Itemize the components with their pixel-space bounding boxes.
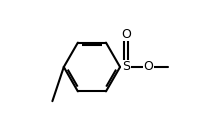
Text: O: O [121,28,131,41]
Text: S: S [122,60,130,74]
Text: O: O [143,60,153,74]
